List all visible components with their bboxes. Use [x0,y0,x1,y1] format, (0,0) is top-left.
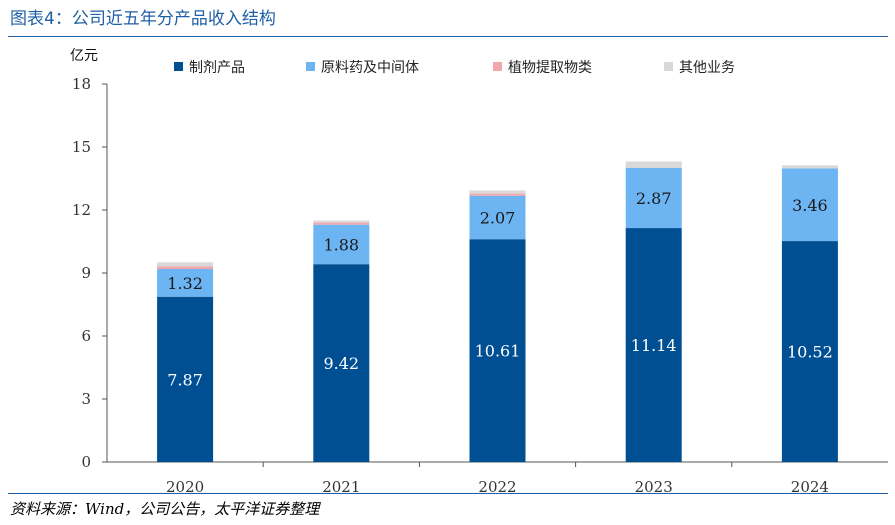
title-divider [8,36,888,37]
bar-segment-series-1 [469,239,526,462]
bar-segment-series-1 [781,241,838,462]
data-label: 2.87 [636,189,672,208]
data-label: 3.46 [792,196,828,215]
y-tick-label: 15 [72,138,91,156]
y-tick-label: 18 [72,75,91,93]
bar-segment-series-2 [781,168,838,242]
legend-swatch [306,62,315,71]
data-label: 7.87 [167,370,203,389]
data-label: 10.52 [787,343,833,362]
legend-label: 植物提取物类 [508,60,592,76]
x-tick-label: 2022 [478,478,516,495]
legend-swatch [174,62,183,71]
footer-divider [8,493,888,494]
bar-segment-series-1 [313,264,370,462]
data-label: 11.14 [631,336,677,355]
stacked-bar-chart: 0 3 6 9 12 15 18 亿元 2020 7.87 1.32 2021 9.42 1.88 2022… [70,48,888,495]
bar-segment-series-3 [157,266,214,270]
data-label: 1.32 [167,274,203,293]
legend-swatch [493,62,502,71]
bar-segment-series-2 [157,269,214,297]
y-axis-unit: 亿元 [70,48,98,64]
legend-swatch [664,62,673,71]
legend-label: 原料药及中间体 [321,60,419,76]
data-label: 2.07 [480,208,516,227]
bar-segment-series-1 [157,296,214,462]
bar-segment-series-4 [469,190,526,194]
source-note: 资料来源：Wind，公司公告，太平洋证券整理 [10,500,320,518]
x-tick-label: 2020 [166,478,204,495]
chart-title: 图表4：公司近五年分产品收入结构 [10,9,276,29]
bar-segment-series-2 [469,195,526,240]
bar-segment-series-1 [625,228,682,462]
bar-segment-series-3 [469,193,526,196]
bar-segment-series-2 [625,167,682,229]
y-tick-label: 12 [72,201,91,219]
bar-segment-series-4 [781,165,838,169]
bar-segment-series-2 [313,224,370,265]
y-tick-label: 0 [81,453,91,471]
legend-label: 其他业务 [679,60,735,76]
data-label: 1.88 [323,235,359,254]
x-tick-label: 2024 [791,478,829,495]
legend-label: 制剂产品 [189,60,245,76]
bar-segment-series-4 [625,161,682,168]
data-label: 10.61 [475,342,521,361]
x-tick-label: 2021 [322,478,360,495]
x-tick-label: 2023 [635,478,673,495]
data-label: 9.42 [323,354,359,373]
bar-segment-series-4 [313,220,370,223]
y-tick-label: 3 [81,390,91,408]
y-tick-label: 6 [81,327,91,345]
bar-segment-series-3 [313,222,370,225]
y-tick-label: 9 [81,264,91,282]
bar-segment-series-4 [157,262,214,267]
